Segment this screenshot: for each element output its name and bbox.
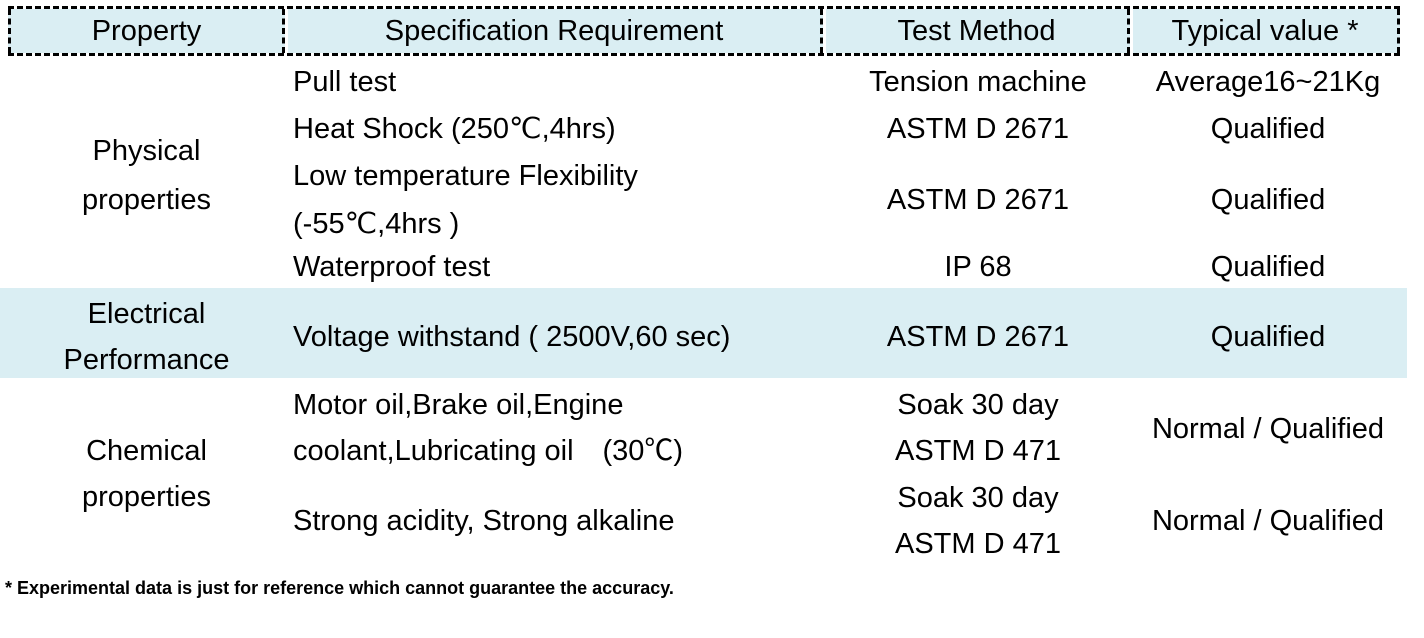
- electrical-row-highlight: [0, 288, 1407, 378]
- spec-physical-low-temp-condition: (-55℃,4hrs ): [293, 208, 460, 240]
- test-chemical-oils-astm: ASTM D 471: [895, 435, 1061, 467]
- column-header-property: Property: [8, 9, 285, 53]
- group-label-chemical-line1: Chemical: [86, 435, 207, 467]
- test-electrical-voltage-withstand: ASTM D 2671: [886, 321, 1070, 353]
- typical-physical-waterproof: Qualified: [1210, 251, 1326, 283]
- typical-physical-pull-test: Average16~21Kg: [1155, 66, 1381, 98]
- test-physical-low-temp: ASTM D 2671: [886, 184, 1070, 216]
- typical-electrical-voltage-withstand: Qualified: [1210, 321, 1326, 353]
- group-label-electrical-line2: Performance: [63, 344, 230, 376]
- group-label-chemical-line2: properties: [82, 481, 211, 513]
- typical-chemical-oils: Normal / Qualified: [1151, 413, 1385, 445]
- footnote-disclaimer: * Experimental data is just for referenc…: [5, 578, 674, 598]
- column-header-test-method: Test Method: [826, 9, 1130, 53]
- test-chemical-oils-soak: Soak 30 day: [897, 389, 1059, 421]
- spec-physical-waterproof-test: Waterproof test: [293, 251, 491, 283]
- typical-chemical-acidity: Normal / Qualified: [1151, 505, 1385, 537]
- spec-chemical-oils-line1: Motor oil,Brake oil,Engine: [293, 389, 624, 421]
- spec-physical-pull-test: Pull test: [293, 66, 397, 98]
- table-header-row: Property Specification Requirement Test …: [8, 6, 1400, 56]
- spec-physical-low-temp-flexibility: Low temperature Flexibility: [293, 160, 638, 192]
- test-physical-heat-shock: ASTM D 2671: [886, 113, 1070, 145]
- spec-chemical-acidity-alkaline: Strong acidity, Strong alkaline: [293, 505, 675, 537]
- group-label-electrical-line1: Electrical: [87, 298, 206, 330]
- typical-physical-low-temp: Qualified: [1210, 184, 1326, 216]
- typical-physical-heat-shock: Qualified: [1210, 113, 1326, 145]
- test-physical-pull-test: Tension machine: [869, 66, 1087, 98]
- column-header-specification-requirement: Specification Requirement: [288, 9, 823, 53]
- spec-chemical-oils-line2: coolant,Lubricating oil (30℃): [293, 435, 684, 467]
- test-physical-waterproof: IP 68: [944, 251, 1012, 283]
- test-chemical-acid-astm: ASTM D 471: [895, 528, 1061, 560]
- group-label-physical-line2: properties: [82, 184, 211, 216]
- spec-physical-heat-shock: Heat Shock (250℃,4hrs): [293, 113, 616, 145]
- test-chemical-acid-soak: Soak 30 day: [897, 482, 1059, 514]
- group-label-physical-line1: Physical: [92, 135, 201, 167]
- spec-electrical-voltage-withstand: Voltage withstand ( 2500V,60 sec): [293, 321, 731, 353]
- column-header-typical-value: Typical value *: [1133, 9, 1400, 53]
